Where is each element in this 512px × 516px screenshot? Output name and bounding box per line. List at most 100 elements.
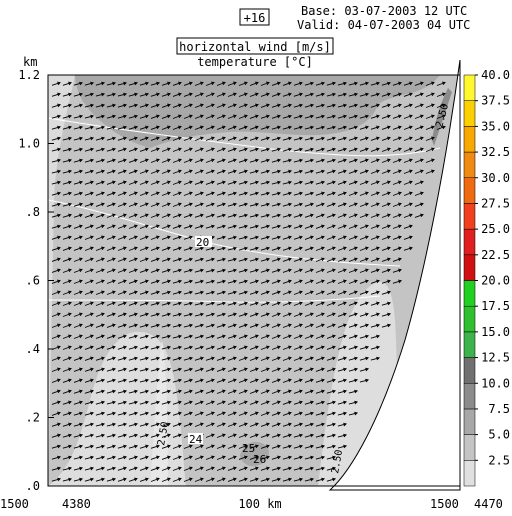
wind-arrow (106, 367, 117, 372)
wind-arrow (238, 301, 248, 306)
wind-arrow (326, 367, 336, 372)
wind-arrow (315, 323, 325, 328)
wind-arrow (183, 279, 194, 284)
wind-arrow (348, 389, 359, 394)
wind-arrow (205, 136, 215, 141)
wind-arrow (304, 422, 315, 427)
wind-arrow (326, 114, 337, 119)
wind-arrow (128, 356, 139, 361)
wind-arrow (348, 81, 359, 86)
wind-arrow (216, 246, 227, 251)
wind-arrow (348, 378, 359, 383)
wind-vectors (51, 81, 446, 482)
wind-arrow (205, 356, 215, 361)
colorbar-swatch (463, 100, 476, 127)
wind-arrow (205, 367, 215, 372)
wind-arrow (172, 257, 182, 262)
wind-arrow (227, 422, 237, 427)
wind-arrow (183, 389, 193, 394)
wind-arrow (359, 356, 370, 361)
wind-arrow (84, 279, 94, 284)
wind-arrow (403, 158, 413, 163)
wind-arrow (183, 290, 194, 295)
wind-arrow (84, 235, 94, 240)
wind-arrow (117, 345, 127, 350)
wind-arrow (282, 114, 293, 119)
wind-arrow (150, 323, 161, 328)
wind-arrow (183, 400, 193, 405)
wind-arrow (304, 136, 315, 141)
wind-arrow (150, 290, 160, 295)
wind-arrow (216, 158, 226, 163)
wind-arrow (172, 444, 182, 449)
wind-arrow (205, 246, 216, 251)
wind-arrow (117, 422, 128, 427)
temp-label-20-bg (195, 236, 212, 247)
wind-arrow (183, 147, 193, 152)
wind-arrow (139, 114, 149, 119)
wind-arrow (172, 224, 182, 229)
wind-arrow (194, 378, 204, 383)
wind-arrow (205, 224, 216, 229)
wind-arrow (227, 136, 237, 141)
colorbar-label: 12.5 (481, 351, 510, 365)
wind-arrow (282, 312, 292, 317)
wind-arrow (403, 246, 413, 251)
wind-arrow (392, 246, 402, 251)
wind-arrow (260, 334, 270, 339)
wind-arrow (106, 356, 116, 361)
wind-arrow (227, 257, 238, 262)
wind-arrow (238, 224, 249, 229)
wind-arrow (337, 81, 348, 86)
wind-arrow (304, 103, 315, 108)
wind-arrow (326, 268, 336, 273)
wind-arrow (271, 136, 282, 141)
wind-arrow (62, 422, 72, 427)
wind-arrow (205, 301, 216, 306)
wind-arrow (161, 257, 171, 262)
wind-arrow (183, 334, 194, 339)
wind-arrow (172, 378, 183, 383)
wind-arrow (260, 400, 270, 405)
wind-arrow (249, 477, 259, 482)
wind-arrow (128, 125, 138, 130)
wind-arrow (337, 411, 348, 416)
wind-arrow (183, 180, 193, 185)
colorbar-label: 17.5 (481, 299, 510, 313)
wind-arrow (293, 389, 303, 394)
wind-arrow (238, 158, 248, 163)
wind-arrow (348, 147, 358, 152)
wind-arrow (271, 400, 281, 405)
wind-arrow (117, 334, 127, 339)
wind-arrow (62, 301, 72, 306)
wind-arrow (260, 235, 271, 240)
wind-arrow (271, 433, 281, 438)
wind-arrow (205, 378, 215, 383)
wind-arrow (95, 235, 105, 240)
wind-arrow (370, 92, 381, 97)
wind-arrow (370, 81, 381, 86)
wind-arrow (205, 433, 215, 438)
wind-arrow (249, 114, 259, 119)
wind-arrow (304, 191, 315, 196)
wind-arrow (172, 180, 182, 185)
wind-arrow (293, 334, 303, 339)
wind-arrow (315, 400, 326, 405)
wind-arrow (95, 466, 106, 471)
wind-arrow (315, 290, 325, 295)
wind-arrow (205, 345, 215, 350)
wind-arrow (436, 125, 446, 130)
wind-arrow (128, 202, 138, 207)
wind-arrow (304, 455, 315, 460)
wind-arrow (73, 312, 83, 317)
wind-arrow (304, 114, 315, 119)
wind-field-lower-left (48, 331, 186, 486)
wind-arrow (326, 224, 336, 229)
wind-arrow (161, 411, 171, 416)
wind-arrow (348, 191, 358, 196)
chart-subtitle: temperature [°C] (197, 55, 313, 69)
wind-arrow (392, 279, 402, 284)
colorbar-swatch (463, 228, 476, 256)
wind-arrow (436, 92, 446, 97)
wind-arrow (359, 367, 370, 372)
